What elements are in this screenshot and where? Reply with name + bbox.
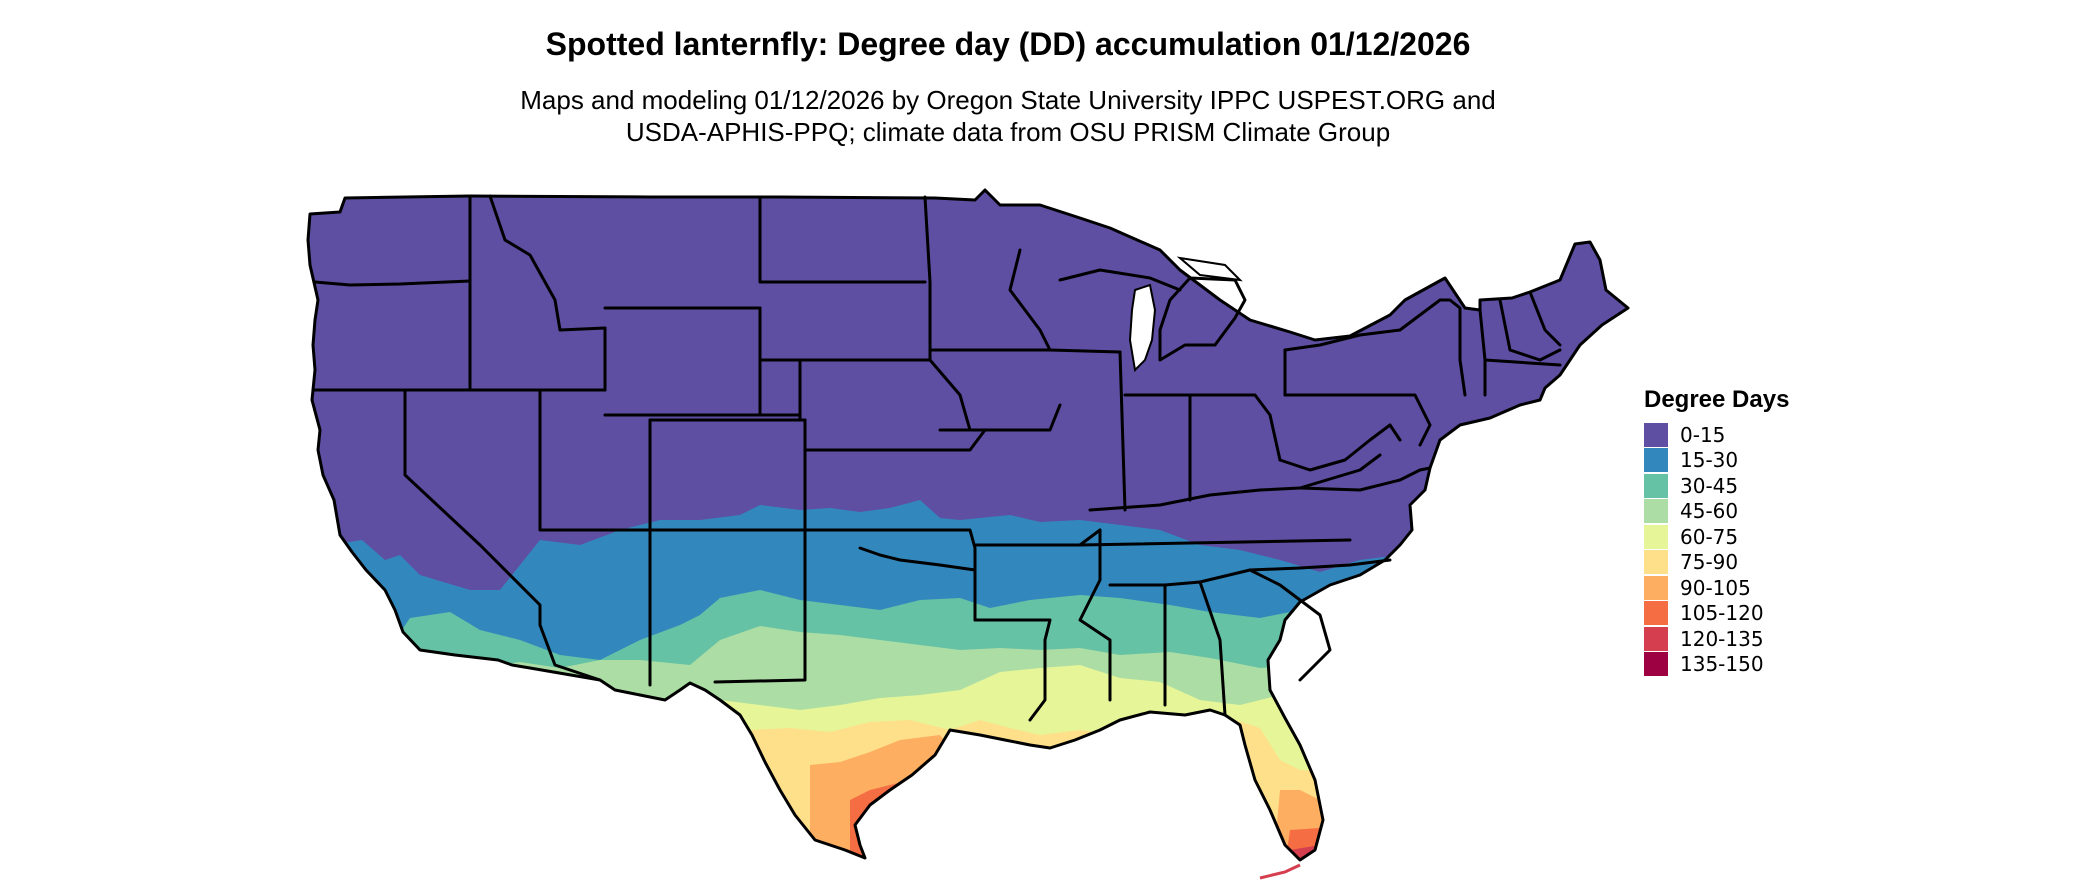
legend-title: Degree Days	[1644, 386, 1790, 413]
legend-item: 45-60	[1644, 499, 1789, 525]
legend-label: 15-30	[1680, 448, 1739, 473]
subtitle-line-2: USDA-APHIS-PPQ; climate data from OSU PR…	[625, 117, 1391, 147]
legend-swatch	[1644, 550, 1668, 575]
legend-swatch	[1644, 448, 1668, 473]
legend-swatch	[1644, 422, 1668, 447]
legend-item: 0-15	[1644, 422, 1789, 448]
legend-item: 120-135	[1644, 626, 1789, 652]
legend-swatch	[1644, 473, 1668, 498]
map-subtitle: Maps and modeling 01/12/2026 by Oregon S…	[0, 84, 2016, 148]
legend-label: 105-120	[1680, 601, 1764, 626]
legend-item: 75-90	[1644, 550, 1789, 576]
legend-swatch	[1644, 601, 1668, 626]
legend-swatch	[1644, 575, 1668, 600]
legend-label: 30-45	[1680, 473, 1739, 498]
legend-label: 135-150	[1680, 652, 1764, 677]
legend-item: 30-45	[1644, 473, 1789, 499]
legend-label: 0-15	[1680, 422, 1726, 447]
legend-swatch	[1644, 652, 1668, 677]
legend-swatch	[1644, 524, 1668, 549]
legend-item: 105-120	[1644, 601, 1789, 627]
subtitle-line-1: Maps and modeling 01/12/2026 by Oregon S…	[520, 85, 1496, 115]
map-title: Spotted lanternfly: Degree day (DD) accu…	[545, 26, 1471, 62]
map-legend: Degree Days 0-15 15-30 30-45 45-60 60-75 75-9…	[1644, 386, 1789, 677]
legend-item: 90-105	[1644, 575, 1789, 601]
legend-swatch	[1644, 626, 1668, 651]
legend-label: 45-60	[1680, 499, 1739, 524]
legend-item: 135-150	[1644, 652, 1789, 678]
legend-label: 90-105	[1680, 575, 1751, 600]
legend-swatch	[1644, 499, 1668, 524]
legend-item: 15-30	[1644, 448, 1789, 474]
legend-item: 60-75	[1644, 524, 1789, 550]
legend-label: 120-135	[1680, 626, 1764, 651]
legend-items: 0-15 15-30 30-45 45-60 60-75 75-90 90-105 105-1…	[1644, 422, 1789, 677]
legend-label: 60-75	[1680, 524, 1739, 549]
legend-label: 75-90	[1680, 550, 1739, 575]
us-degree-day-map	[306, 188, 1630, 880]
